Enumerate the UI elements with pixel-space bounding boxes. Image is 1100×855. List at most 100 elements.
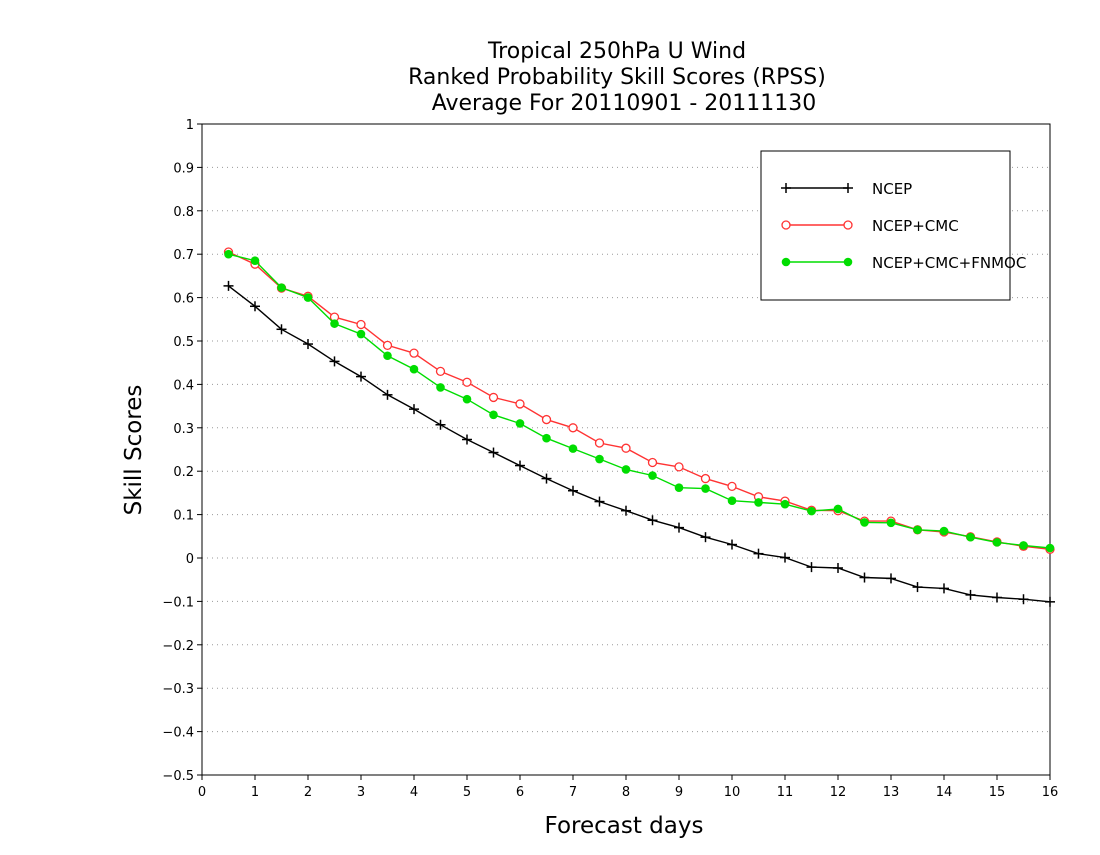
data-point-ncep-cmc-fnmoc [250, 256, 260, 266]
x-tick-label: 13 [883, 785, 900, 800]
legend-entry-ncep-cmc-fnmoc: NCEP+CMC+FNMOC [781, 254, 1026, 272]
x-tick-label: 2 [304, 785, 312, 800]
data-point-ncep-cmc-fnmoc [886, 518, 896, 528]
data-point-ncep [409, 404, 419, 415]
data-point-ncep-cmc-fnmoc [303, 293, 313, 302]
data-point-ncep-cmc [621, 443, 631, 453]
data-point-ncep [356, 371, 366, 382]
data-point-ncep-cmc [488, 392, 499, 403]
x-axis-ticks: 0 1 2 3 4 5 6 7 8 9 10 11 12 13 14 15 16 [198, 775, 1058, 800]
data-point-ncep-cmc [382, 340, 393, 350]
legend-marker-right [843, 183, 853, 193]
y-tick-label: 0.7 [173, 248, 194, 263]
y-tick-label: −0.4 [162, 726, 194, 741]
x-tick-label: 14 [936, 785, 953, 800]
legend-entry-ncep: NCEP [781, 180, 912, 198]
data-point-ncep-cmc-fnmoc [648, 471, 657, 480]
x-tick-label: 4 [410, 785, 418, 800]
x-tick-label: 0 [198, 785, 206, 800]
series-ncep [223, 280, 1055, 607]
y-tick-label: −0.2 [162, 639, 194, 654]
data-point-ncep-cmc-fnmoc [701, 484, 710, 493]
chart-title-line-1: Tropical 250hPa U Wind [487, 39, 746, 64]
data-point-ncep [594, 496, 605, 507]
data-point-ncep [912, 582, 923, 593]
data-point-ncep-cmc-fnmoc [330, 319, 339, 328]
x-tick-label: 5 [463, 785, 471, 800]
data-point-ncep [674, 522, 684, 533]
x-tick-label: 8 [622, 785, 630, 800]
data-point-ncep-cmc [435, 366, 446, 377]
x-tick-label: 10 [724, 785, 741, 800]
y-tick-label: 0.4 [173, 378, 194, 393]
data-point-ncep [515, 460, 525, 471]
data-point-ncep-cmc [541, 414, 552, 425]
y-tick-label: −0.1 [162, 595, 194, 610]
data-point-ncep-cmc-fnmoc [356, 329, 366, 339]
data-point-ncep-cmc-fnmoc [754, 498, 763, 507]
data-point-ncep [806, 562, 817, 573]
data-point-ncep [276, 324, 287, 335]
data-point-ncep-cmc-fnmoc [568, 444, 578, 453]
data-point-ncep-cmc [568, 423, 578, 433]
data-point-ncep [939, 583, 949, 594]
data-point-ncep-cmc-fnmoc [515, 419, 525, 428]
data-point-ncep-cmc-fnmoc [833, 504, 843, 514]
data-point-ncep [647, 515, 658, 526]
x-tick-label: 6 [516, 785, 524, 800]
data-point-ncep-cmc-fnmoc [462, 394, 472, 404]
data-point-ncep-cmc [727, 481, 737, 492]
x-tick-label: 9 [675, 785, 683, 800]
data-point-ncep-cmc-fnmoc [807, 506, 816, 516]
x-axis-label: Forecast days [545, 813, 704, 839]
data-point-ncep-cmc-fnmoc [992, 538, 1002, 547]
legend-label: NCEP [872, 180, 912, 198]
data-point-ncep [965, 589, 976, 600]
data-point-ncep-cmc-fnmoc [1019, 541, 1028, 550]
data-point-ncep-cmc-fnmoc [913, 525, 922, 535]
legend-marker-left [781, 220, 791, 230]
data-point-ncep [329, 356, 340, 367]
legend-marker-right [843, 257, 853, 267]
legend-marker-right [843, 220, 853, 230]
data-point-ncep-cmc [462, 377, 472, 387]
legend-label: NCEP+CMC [872, 217, 959, 235]
x-tick-label: 3 [357, 785, 365, 800]
chart-title: Tropical 250hPa U Wind Ranked Probabilit… [408, 39, 826, 116]
x-tick-label: 7 [569, 785, 577, 800]
data-point-ncep [886, 573, 896, 584]
data-point-ncep-cmc [674, 462, 684, 472]
data-point-ncep [568, 485, 578, 496]
y-tick-label: 0.6 [173, 292, 194, 307]
data-point-ncep-cmc [594, 438, 605, 448]
data-point-ncep [250, 301, 260, 312]
data-point-ncep [382, 389, 393, 400]
x-tick-label: 1 [251, 785, 259, 800]
series-line-ncep-cmc-fnmoc [228, 253, 1051, 549]
data-point-ncep [462, 434, 472, 445]
data-point-ncep-cmc-fnmoc [436, 383, 445, 392]
data-point-ncep-cmc-fnmoc [1045, 543, 1055, 553]
data-point-ncep [753, 548, 764, 559]
data-point-ncep-cmc [647, 457, 658, 468]
y-tick-label: 0.9 [173, 161, 194, 176]
data-point-ncep-cmc-fnmoc [727, 496, 737, 506]
data-point-ncep [700, 532, 711, 543]
y-tick-label: 0 [186, 552, 194, 567]
data-point-ncep [1045, 596, 1055, 607]
data-point-ncep [223, 280, 234, 291]
data-point-ncep [1018, 594, 1029, 605]
data-point-ncep-cmc [409, 348, 419, 358]
x-tick-label: 11 [777, 785, 794, 800]
data-point-ncep-cmc-fnmoc [621, 465, 631, 474]
y-tick-label: 0.3 [173, 422, 194, 437]
y-tick-label: 0.5 [173, 335, 194, 350]
series-ncep-cmc-fnmoc [224, 249, 1055, 553]
data-series [223, 247, 1055, 607]
y-tick-label: −0.5 [162, 769, 194, 784]
data-point-ncep-cmc-fnmoc [383, 351, 392, 361]
y-axis-label: Skill Scores [121, 385, 147, 516]
data-point-ncep-cmc-fnmoc [780, 499, 790, 509]
